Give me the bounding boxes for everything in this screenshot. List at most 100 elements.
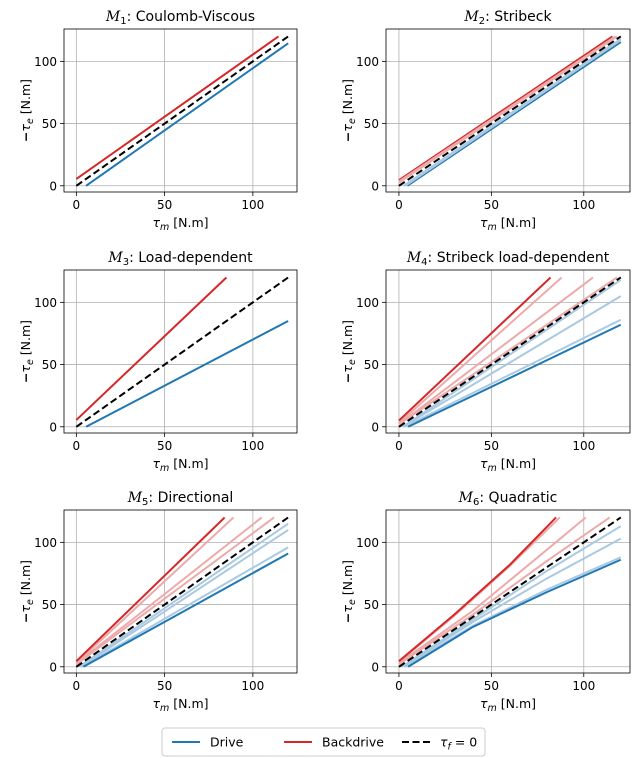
series-line-backdrive: [398, 516, 557, 662]
legend-item-drive: Drive: [172, 735, 244, 750]
y-tick-label: 0: [49, 179, 57, 193]
series-line-drive_light: [81, 546, 289, 668]
series-line-backdrive: [398, 276, 552, 422]
title-subscript: 6: [473, 497, 479, 508]
title-text: : Coulomb-Viscous: [127, 9, 255, 25]
xlabel-unit: [N.m]: [169, 456, 208, 471]
y-tick-label: 100: [34, 296, 57, 310]
y-tick-label: 50: [364, 117, 379, 131]
y-tick-label: 50: [364, 358, 379, 372]
legend-label: τf = 0: [440, 735, 477, 753]
xlabel-unit: [N.m]: [169, 696, 208, 711]
x-tick-label: 100: [241, 198, 264, 212]
series-line-drive_light: [78, 522, 289, 668]
y-tick-label: 50: [42, 117, 57, 131]
xlabel-symbol: τ: [152, 215, 160, 230]
xlabel-subscript: m: [160, 222, 169, 233]
legend-label: Backdrive: [322, 735, 384, 750]
y-tick-label: 0: [49, 660, 57, 674]
y-axis-label: −τe [N.m]: [18, 320, 36, 383]
x-tick-label: 0: [73, 679, 81, 693]
title-math: M: [127, 490, 143, 506]
y-tick-label: 100: [356, 55, 379, 69]
y-tick-label: 50: [42, 598, 57, 612]
series-line-ideal: [75, 516, 289, 668]
x-tick-label: 50: [484, 679, 499, 693]
y-tick-label: 100: [34, 55, 57, 69]
legend: Drive Backdrive τf = 0: [161, 727, 486, 757]
series-line-backdrive_light: [398, 276, 618, 426]
x-tick-label: 50: [157, 198, 172, 212]
y-tick-label: 50: [364, 598, 379, 612]
ylabel-symbol: τ: [18, 365, 33, 373]
subplot-title: M6: Quadratic: [458, 490, 558, 508]
xlabel-symbol: τ: [480, 215, 488, 230]
series-line-backdrive: [75, 35, 280, 180]
series-line-drive: [407, 323, 622, 428]
x-tick-label: 50: [157, 679, 172, 693]
x-axis-label: τm [N.m]: [480, 696, 536, 714]
series-line-drive: [85, 42, 289, 187]
series-line-drive_light: [402, 38, 622, 187]
series-line-drive_light: [402, 279, 622, 428]
series-group: [398, 276, 622, 428]
series-line-backdrive_light: [398, 516, 611, 666]
axes-frame: [385, 28, 631, 193]
legend-label-subscript: f: [448, 742, 453, 753]
ylabel-minus: −: [340, 132, 355, 142]
title-text: : Stribeck: [485, 9, 552, 25]
title-math: M: [458, 490, 474, 506]
x-tick-label: 0: [73, 198, 81, 212]
series-line-backdrive_light: [75, 516, 235, 664]
ylabel-unit: [N.m]: [340, 560, 355, 599]
ylabel-minus: −: [18, 373, 33, 383]
title-math: M: [463, 9, 479, 25]
ylabel-symbol: τ: [340, 365, 355, 373]
x-tick-label: 100: [572, 439, 595, 453]
xlabel-subscript: m: [488, 463, 497, 474]
x-tick-label: 0: [395, 439, 403, 453]
series-line-drive_light: [404, 39, 622, 187]
legend-item-backdrive: Backdrive: [284, 735, 384, 750]
series-line-drive_light: [404, 318, 622, 428]
y-axis-label: −τe [N.m]: [340, 79, 358, 142]
title-math: M: [105, 9, 121, 25]
subplot-title: M3: Load-dependent: [107, 250, 253, 268]
xlabel-subscript: m: [488, 703, 497, 714]
x-tick-label: 0: [395, 198, 403, 212]
title-subscript: 2: [479, 16, 485, 27]
x-axis-label: τm [N.m]: [480, 456, 536, 474]
title-subscript: 4: [421, 257, 427, 268]
series-line-backdrive_light: [398, 35, 618, 184]
axes-frame: [63, 28, 298, 193]
xlabel-subscript: m: [160, 463, 169, 474]
y-tick-label: 0: [371, 660, 379, 674]
series-line-backdrive: [75, 516, 226, 662]
y-tick-label: 0: [49, 420, 57, 434]
x-tick-label: 100: [241, 439, 264, 453]
y-tick-label: 0: [371, 420, 379, 434]
x-tick-label: 50: [484, 439, 499, 453]
series-line-backdrive_light: [398, 276, 594, 426]
xlabel-symbol: τ: [480, 456, 488, 471]
xlabel-unit: [N.m]: [497, 696, 536, 711]
x-axis-label: τm [N.m]: [152, 696, 208, 714]
ylabel-minus: −: [340, 613, 355, 623]
title-text: : Stribeck load-dependent: [428, 250, 610, 266]
ylabel-minus: −: [340, 373, 355, 383]
y-tick-label: 100: [356, 536, 379, 550]
y-axis-label: −τe [N.m]: [18, 79, 36, 142]
y-tick-label: 100: [34, 536, 57, 550]
series-line-backdrive_light: [398, 516, 587, 664]
ylabel-minus: −: [18, 613, 33, 623]
ylabel-subscript: e: [25, 599, 36, 605]
xlabel-unit: [N.m]: [497, 456, 536, 471]
subplot-title: M4: Stribeck load-dependent: [406, 250, 610, 268]
y-tick-label: 50: [42, 358, 57, 372]
y-axis-label: −τe [N.m]: [340, 560, 358, 623]
series-line-backdrive_light: [75, 516, 275, 666]
series-group: [75, 516, 289, 668]
axes-frame: [63, 269, 298, 434]
